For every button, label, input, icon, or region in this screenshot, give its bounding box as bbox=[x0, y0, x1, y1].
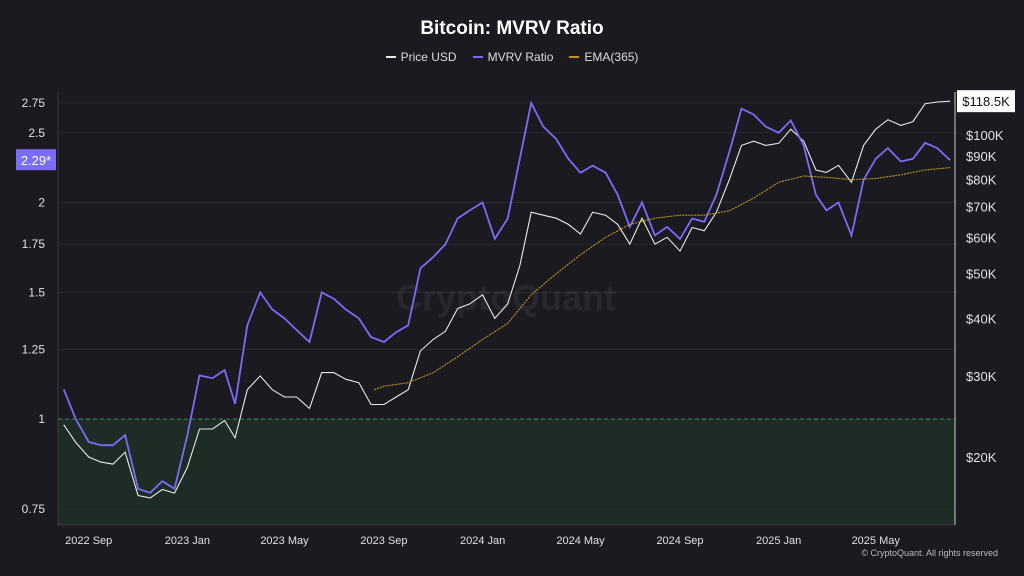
chart-title: Bitcoin: MVRV Ratio bbox=[420, 18, 604, 39]
series-line-mvrv-ratio bbox=[62, 100, 951, 494]
legend-item-price[interactable]: Price USD bbox=[385, 50, 457, 64]
legend-label: Price USD bbox=[400, 50, 457, 64]
current-mvrv-badge bbox=[16, 149, 56, 171]
x-tick-label: 2023 May bbox=[260, 535, 309, 547]
watermark: CryptoQuant bbox=[396, 277, 616, 318]
y-right-tick-label: $90K bbox=[966, 149, 997, 164]
y-right-tick-label: $20K bbox=[966, 450, 997, 465]
y-left-tick-label: 1.25 bbox=[22, 342, 46, 356]
current-price-label: $118.5K bbox=[962, 94, 1010, 109]
y-left-tick-label: 0.75 bbox=[22, 502, 46, 516]
y-right-tick-label: $70K bbox=[966, 199, 997, 214]
y-left-tick-label: 1.75 bbox=[22, 237, 46, 251]
legend-swatch bbox=[472, 56, 483, 58]
series-line-price-usd bbox=[63, 100, 951, 499]
x-tick-label: 2025 Jan bbox=[756, 535, 801, 547]
x-tick-label: 2023 Jan bbox=[165, 535, 210, 547]
legend-label: MVRV Ratio bbox=[487, 50, 554, 64]
y-left-tick-label: 2 bbox=[38, 195, 45, 209]
current-price-badge bbox=[957, 90, 1015, 113]
undervalued-zone bbox=[58, 419, 955, 525]
y-left-tick-label: 1.5 bbox=[28, 285, 45, 299]
x-tick-label: 2024 Sep bbox=[656, 535, 703, 547]
y-left-tick-label: 1 bbox=[38, 412, 45, 426]
y-right-tick-label: $80K bbox=[966, 173, 997, 188]
series-line-ema-365- bbox=[374, 167, 951, 391]
x-tick-label: 2023 Sep bbox=[360, 535, 407, 547]
y-right-tick-label: $40K bbox=[966, 311, 997, 326]
x-tick-label: 2022 Sep bbox=[65, 535, 112, 547]
legend-label: EMA(365) bbox=[584, 50, 639, 64]
y-right-tick-label: $50K bbox=[966, 267, 997, 282]
y-left-tick-label: 2.75 bbox=[22, 96, 46, 110]
legend-swatch bbox=[385, 56, 396, 58]
y-right-tick-label: $100K bbox=[966, 128, 1004, 143]
x-tick-label: 2024 Jan bbox=[460, 535, 505, 547]
current-mvrv-label: 2.29* bbox=[21, 153, 51, 168]
copyright: © CryptoQuant. All rights reserved bbox=[861, 548, 998, 558]
x-tick-label: 2024 May bbox=[556, 535, 605, 547]
x-tick-label: 2025 May bbox=[852, 535, 901, 547]
y-right-tick-label: $60K bbox=[966, 230, 997, 245]
legend-item-ema[interactable]: EMA(365) bbox=[569, 50, 638, 64]
y-right-tick-label: $30K bbox=[966, 369, 997, 384]
legend-swatch bbox=[569, 56, 580, 58]
y-left-tick-label: 2.5 bbox=[28, 126, 45, 140]
legend-item-mvrv[interactable]: MVRV Ratio bbox=[472, 50, 554, 64]
legend: Price USD MVRV Ratio EMA(365) bbox=[0, 50, 1024, 64]
